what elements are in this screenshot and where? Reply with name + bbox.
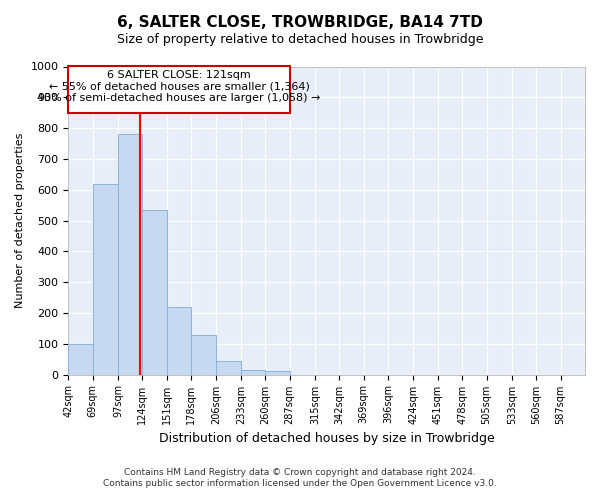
Text: 43% of semi-detached houses are larger (1,058) →: 43% of semi-detached houses are larger (… (37, 93, 320, 103)
Text: 6 SALTER CLOSE: 121sqm: 6 SALTER CLOSE: 121sqm (107, 70, 251, 80)
Bar (118, 134, 142, 374)
Bar (68, 344, 92, 374)
Text: Size of property relative to detached houses in Trowbridge: Size of property relative to detached ho… (117, 32, 483, 46)
Text: Contains HM Land Registry data © Crown copyright and database right 2024.
Contai: Contains HM Land Registry data © Crown c… (103, 468, 497, 487)
X-axis label: Distribution of detached houses by size in Trowbridge: Distribution of detached houses by size … (159, 432, 494, 445)
Text: 6, SALTER CLOSE, TROWBRIDGE, BA14 7TD: 6, SALTER CLOSE, TROWBRIDGE, BA14 7TD (117, 15, 483, 30)
Bar (167, 307, 191, 374)
Bar (217, 360, 241, 374)
Bar (92, 184, 118, 374)
Bar (191, 334, 217, 374)
Bar (241, 370, 265, 374)
Y-axis label: Number of detached properties: Number of detached properties (15, 133, 25, 308)
Text: ← 55% of detached houses are smaller (1,364): ← 55% of detached houses are smaller (1,… (49, 82, 310, 92)
FancyBboxPatch shape (68, 66, 290, 114)
Bar (265, 372, 290, 374)
Bar (142, 210, 167, 374)
